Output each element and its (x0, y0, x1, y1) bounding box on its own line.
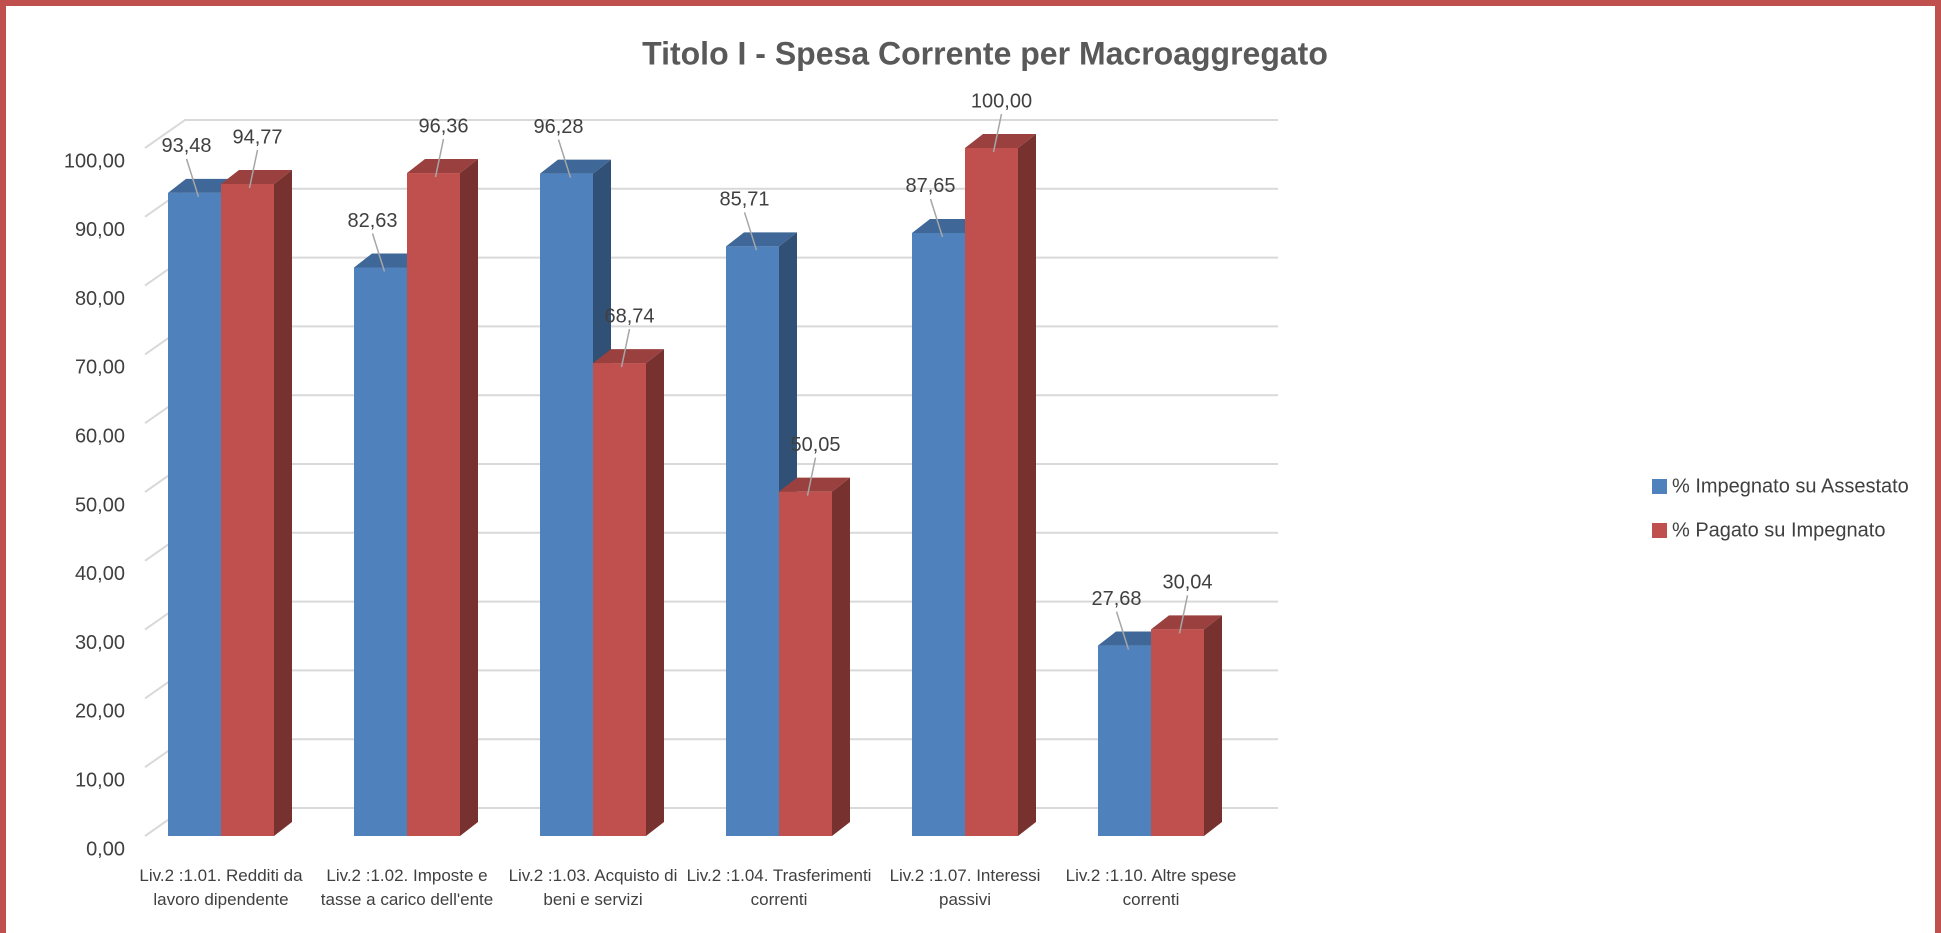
leader-line (371, 233, 386, 272)
leader-line (806, 457, 817, 496)
y-tick-label: 60,00 (75, 425, 125, 447)
data-label: 30,04 (1162, 572, 1212, 594)
x-tick-label: Liv.2 :1.07. Interessi passivi (889, 866, 1041, 909)
data-label: 96,28 (533, 116, 583, 138)
grid-line (144, 531, 1278, 562)
y-tick-label: 0,00 (86, 838, 125, 860)
leader-line (557, 139, 572, 178)
data-label: 27,68 (1091, 588, 1141, 610)
grid-line (144, 256, 1278, 287)
leader-line (929, 198, 944, 238)
y-tick-label: 10,00 (75, 769, 125, 791)
bar-top (779, 477, 850, 492)
bar (965, 148, 1018, 836)
bar (221, 183, 274, 836)
bar (593, 363, 646, 836)
bar-side (1018, 134, 1036, 836)
bar (1098, 645, 1151, 836)
leader-line (248, 149, 259, 189)
grid-line (144, 463, 1278, 493)
leader-line (620, 328, 631, 368)
x-tick-label: Liv.2 :1.01. Redditi da lavoro dipendent… (139, 866, 303, 909)
data-label: 93,48 (161, 135, 211, 157)
legend-label: % Pagato su Impegnato (1672, 519, 1885, 541)
bar (354, 267, 407, 836)
bar-top (1151, 615, 1222, 630)
x-tick-label: Liv.2 :1.02. Imposte e tasse a carico de… (320, 866, 494, 909)
y-tick-label: 70,00 (75, 357, 125, 379)
grid-line (144, 394, 1278, 425)
bar-top (726, 232, 797, 247)
grid-line (144, 187, 1278, 218)
x-tick-label: Liv.2 :1.10. Altre spese correnti (1065, 866, 1237, 909)
data-label: 96,36 (418, 115, 468, 137)
data-label: 50,05 (790, 434, 840, 456)
data-label: 100,00 (971, 90, 1032, 112)
bar-side (274, 169, 292, 836)
bar-side (832, 477, 850, 836)
bar-top (540, 159, 611, 174)
data-label: 87,65 (905, 175, 955, 197)
data-label: 94,77 (232, 126, 282, 148)
leader-line (434, 138, 445, 178)
data-label: 82,63 (347, 210, 397, 232)
y-tick-label: 100,00 (64, 150, 125, 172)
y-tick-label: 30,00 (75, 632, 125, 654)
legend-swatch (1652, 523, 1667, 538)
y-tick-label: 80,00 (75, 288, 125, 310)
x-tick-label: Liv.2 :1.03. Acquisto di beni e servizi (508, 866, 678, 909)
legend-swatch (1652, 479, 1667, 494)
bar (726, 246, 779, 837)
leader-line (1115, 611, 1130, 650)
bar-top (965, 134, 1036, 148)
bar-top (407, 159, 478, 174)
grid-line (144, 325, 1278, 356)
bar (540, 173, 593, 836)
bar (912, 232, 965, 836)
bar (779, 491, 832, 836)
data-label: 68,74 (604, 305, 654, 327)
bar-side (460, 159, 478, 836)
y-tick-label: 20,00 (75, 701, 125, 723)
bar-top (221, 169, 292, 184)
grid-line (144, 119, 1278, 149)
y-tick-label: 90,00 (75, 219, 125, 241)
y-tick-label: 40,00 (75, 563, 125, 585)
bar (168, 192, 221, 836)
bar (1151, 629, 1204, 836)
leader-line (1178, 595, 1189, 634)
bar-side (646, 349, 664, 836)
legend-label: % Impegnato su Assestato (1672, 475, 1909, 497)
bar-top (593, 349, 664, 364)
bar (407, 173, 460, 836)
leader-line (743, 212, 758, 251)
leader-line (185, 158, 200, 198)
data-label: 85,71 (719, 189, 769, 211)
chart-title: Titolo I - Spesa Corrente per Macroaggre… (642, 35, 1328, 71)
bar-side (1204, 615, 1222, 836)
y-tick-label: 50,00 (75, 494, 125, 516)
x-tick-label: Liv.2 :1.04. Trasferimenti correnti (686, 866, 872, 909)
leader-line (992, 113, 1003, 153)
